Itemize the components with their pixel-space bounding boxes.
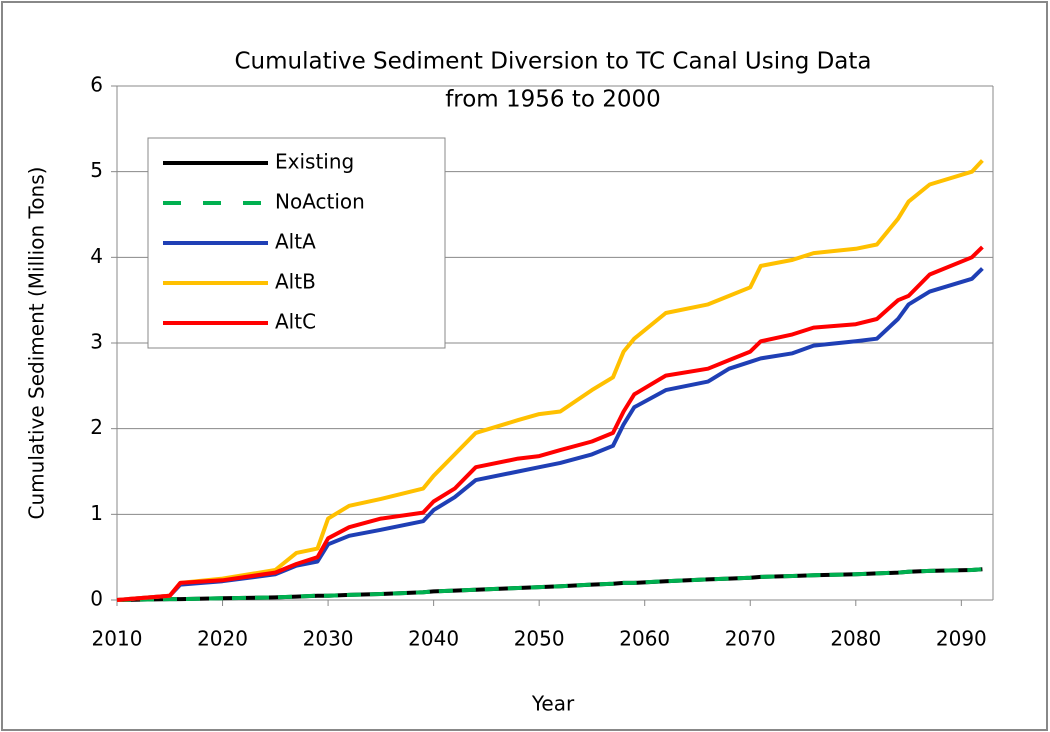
chart-title: Cumulative Sediment Diversion to TC Cana… [234,49,871,75]
x-tick-label: 2090 [936,627,987,651]
y-tick-label: 4 [90,244,103,268]
legend-label: AltC [275,310,316,334]
chart-title: from 1956 to 2000 [445,87,661,113]
x-tick-label: 2010 [92,627,143,651]
x-tick-label: 2040 [408,627,459,651]
y-axis-label: Cumulative Sediment (Million Tons) [25,167,49,520]
y-tick-label: 2 [90,415,103,439]
x-tick-label: 2070 [725,627,776,651]
legend-label: Existing [275,150,354,174]
x-tick-label: 2020 [197,627,248,651]
y-tick-label: 3 [90,330,103,354]
data-line [116,567,983,602]
y-tick-label: 1 [90,501,103,525]
legend-label: AltB [275,270,316,294]
x-axis-label: Year [531,692,575,716]
x-tick-label: 2080 [830,627,881,651]
data-line [116,245,984,602]
x-tick-label: 2030 [303,627,354,651]
x-tick-label: 2050 [514,627,565,651]
y-tick-label: 6 [90,73,103,97]
x-tick-label: 2060 [619,627,670,651]
data-line [116,159,984,602]
y-tick-label: 5 [90,158,103,182]
legend-label: NoAction [275,190,365,214]
data-line [116,267,984,602]
y-tick-label: 0 [90,587,103,611]
legend-label: AltA [275,230,316,254]
